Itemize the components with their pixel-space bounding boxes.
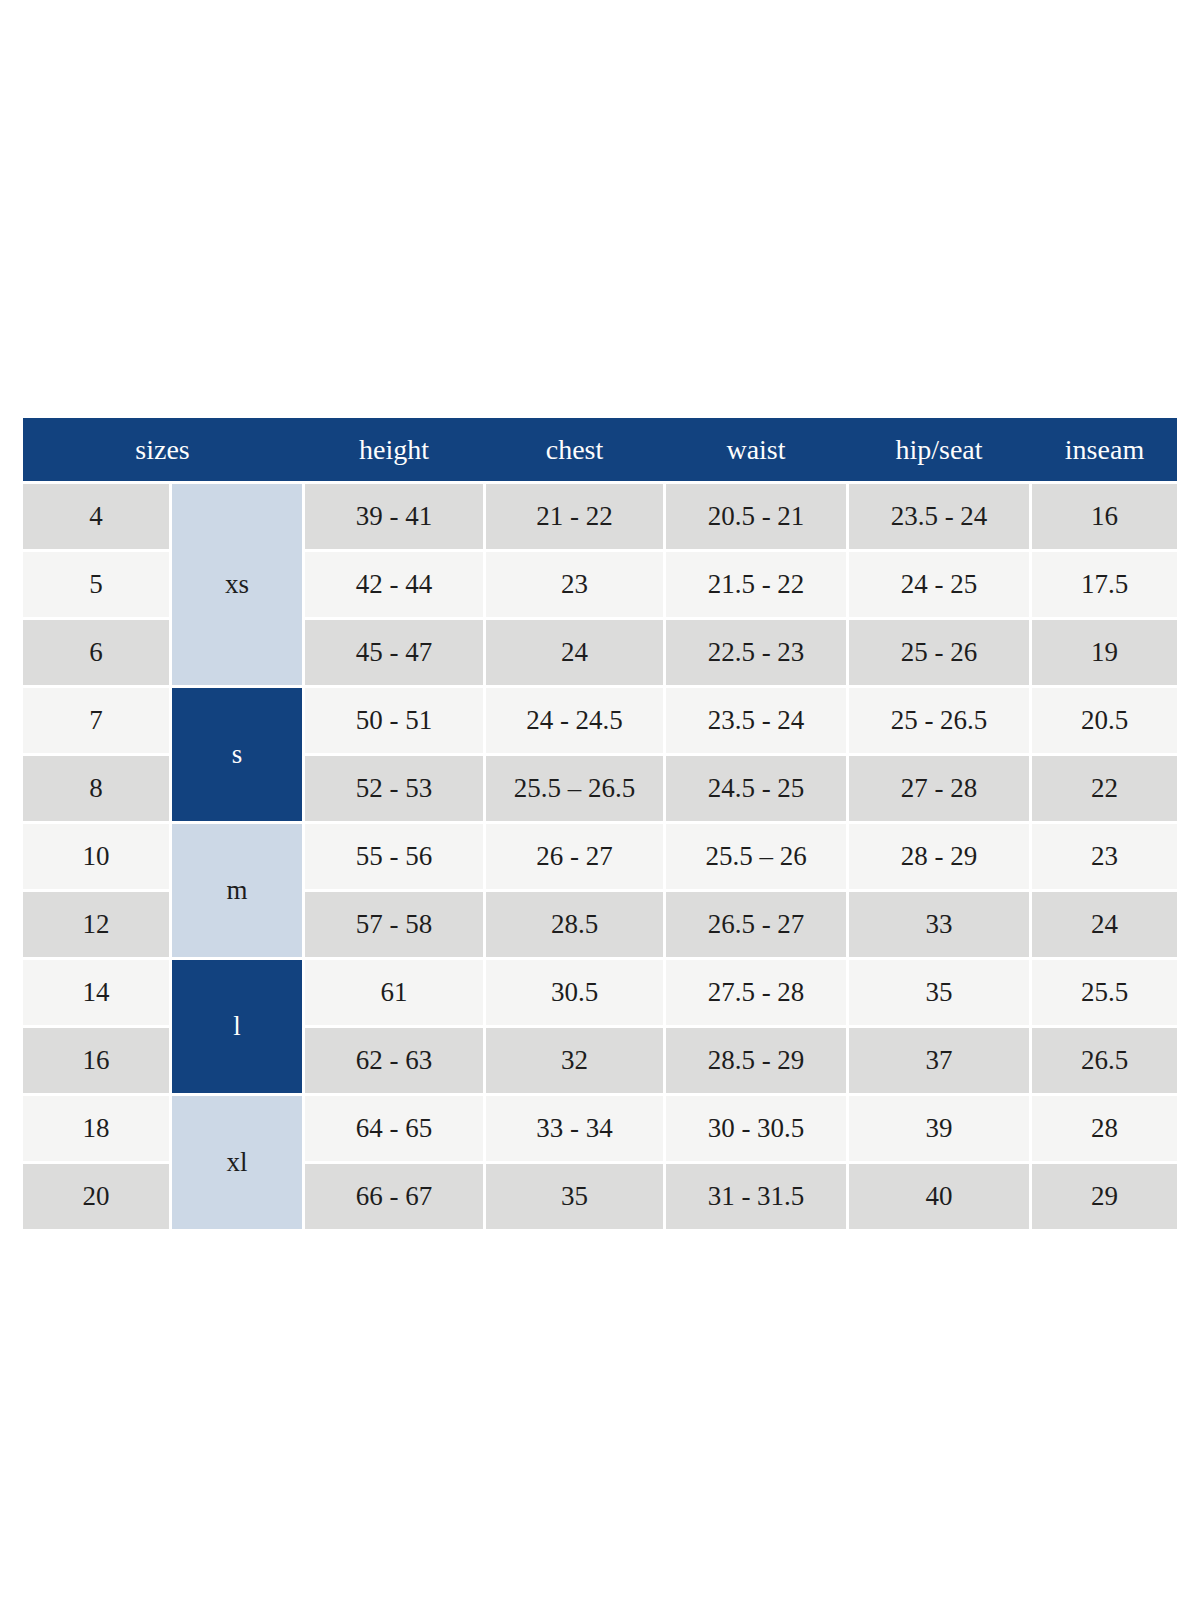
inseam-cell: 19 <box>1032 620 1177 685</box>
size-chart-table: sizes height chest waist hip/seat inseam… <box>23 418 1177 1229</box>
hip-seat-cell: 27 - 28 <box>849 756 1029 821</box>
hip-seat-cell: 33 <box>849 892 1029 957</box>
waist-cell: 23.5 - 24 <box>666 688 846 753</box>
group-cell-m: m <box>172 824 302 957</box>
waist-cell: 25.5 – 26 <box>666 824 846 889</box>
chest-cell: 32 <box>486 1028 663 1093</box>
height-cell: 61 <box>305 960 483 1025</box>
height-cell: 45 - 47 <box>305 620 483 685</box>
inseam-cell: 16 <box>1032 484 1177 549</box>
chest-cell: 30.5 <box>486 960 663 1025</box>
height-cell: 66 - 67 <box>305 1164 483 1229</box>
header-inseam: inseam <box>1032 434 1177 466</box>
inseam-cell: 20.5 <box>1032 688 1177 753</box>
size-cell: 4 <box>23 484 169 549</box>
header-chest: chest <box>486 434 663 466</box>
chest-cell: 25.5 – 26.5 <box>486 756 663 821</box>
size-cell: 12 <box>23 892 169 957</box>
table-header-row: sizes height chest waist hip/seat inseam <box>23 418 1177 481</box>
group-cell-xs: xs <box>172 484 302 685</box>
size-cell: 6 <box>23 620 169 685</box>
header-sizes: sizes <box>23 434 302 466</box>
height-cell: 52 - 53 <box>305 756 483 821</box>
waist-cell: 27.5 - 28 <box>666 960 846 1025</box>
size-cell: 7 <box>23 688 169 753</box>
size-cell: 16 <box>23 1028 169 1093</box>
height-cell: 50 - 51 <box>305 688 483 753</box>
height-cell: 42 - 44 <box>305 552 483 617</box>
size-cell: 10 <box>23 824 169 889</box>
hip-seat-cell: 24 - 25 <box>849 552 1029 617</box>
chest-cell: 24 <box>486 620 663 685</box>
waist-cell: 21.5 - 22 <box>666 552 846 617</box>
group-cell-s: s <box>172 688 302 821</box>
chest-cell: 26 - 27 <box>486 824 663 889</box>
size-cell: 20 <box>23 1164 169 1229</box>
hip-seat-cell: 28 - 29 <box>849 824 1029 889</box>
chest-cell: 24 - 24.5 <box>486 688 663 753</box>
hip-seat-cell: 35 <box>849 960 1029 1025</box>
inseam-cell: 29 <box>1032 1164 1177 1229</box>
waist-cell: 30 - 30.5 <box>666 1096 846 1161</box>
inseam-cell: 25.5 <box>1032 960 1177 1025</box>
height-cell: 64 - 65 <box>305 1096 483 1161</box>
waist-cell: 26.5 - 27 <box>666 892 846 957</box>
chest-cell: 23 <box>486 552 663 617</box>
size-cell: 18 <box>23 1096 169 1161</box>
waist-cell: 20.5 - 21 <box>666 484 846 549</box>
hip-seat-cell: 39 <box>849 1096 1029 1161</box>
hip-seat-cell: 25 - 26.5 <box>849 688 1029 753</box>
header-waist: waist <box>666 434 846 466</box>
hip-seat-cell: 23.5 - 24 <box>849 484 1029 549</box>
inseam-cell: 28 <box>1032 1096 1177 1161</box>
height-cell: 55 - 56 <box>305 824 483 889</box>
waist-cell: 31 - 31.5 <box>666 1164 846 1229</box>
inseam-cell: 22 <box>1032 756 1177 821</box>
inseam-cell: 26.5 <box>1032 1028 1177 1093</box>
size-cell: 14 <box>23 960 169 1025</box>
header-hip-seat: hip/seat <box>849 434 1029 466</box>
chest-cell: 28.5 <box>486 892 663 957</box>
hip-seat-cell: 40 <box>849 1164 1029 1229</box>
height-cell: 62 - 63 <box>305 1028 483 1093</box>
hip-seat-cell: 37 <box>849 1028 1029 1093</box>
size-cell: 8 <box>23 756 169 821</box>
height-cell: 39 - 41 <box>305 484 483 549</box>
group-cell-l: l <box>172 960 302 1093</box>
inseam-cell: 17.5 <box>1032 552 1177 617</box>
waist-cell: 22.5 - 23 <box>666 620 846 685</box>
chest-cell: 33 - 34 <box>486 1096 663 1161</box>
inseam-cell: 23 <box>1032 824 1177 889</box>
waist-cell: 24.5 - 25 <box>666 756 846 821</box>
height-cell: 57 - 58 <box>305 892 483 957</box>
chest-cell: 35 <box>486 1164 663 1229</box>
chest-cell: 21 - 22 <box>486 484 663 549</box>
waist-cell: 28.5 - 29 <box>666 1028 846 1093</box>
size-cell: 5 <box>23 552 169 617</box>
hip-seat-cell: 25 - 26 <box>849 620 1029 685</box>
group-cell-xl: xl <box>172 1096 302 1229</box>
inseam-cell: 24 <box>1032 892 1177 957</box>
header-height: height <box>305 434 483 466</box>
